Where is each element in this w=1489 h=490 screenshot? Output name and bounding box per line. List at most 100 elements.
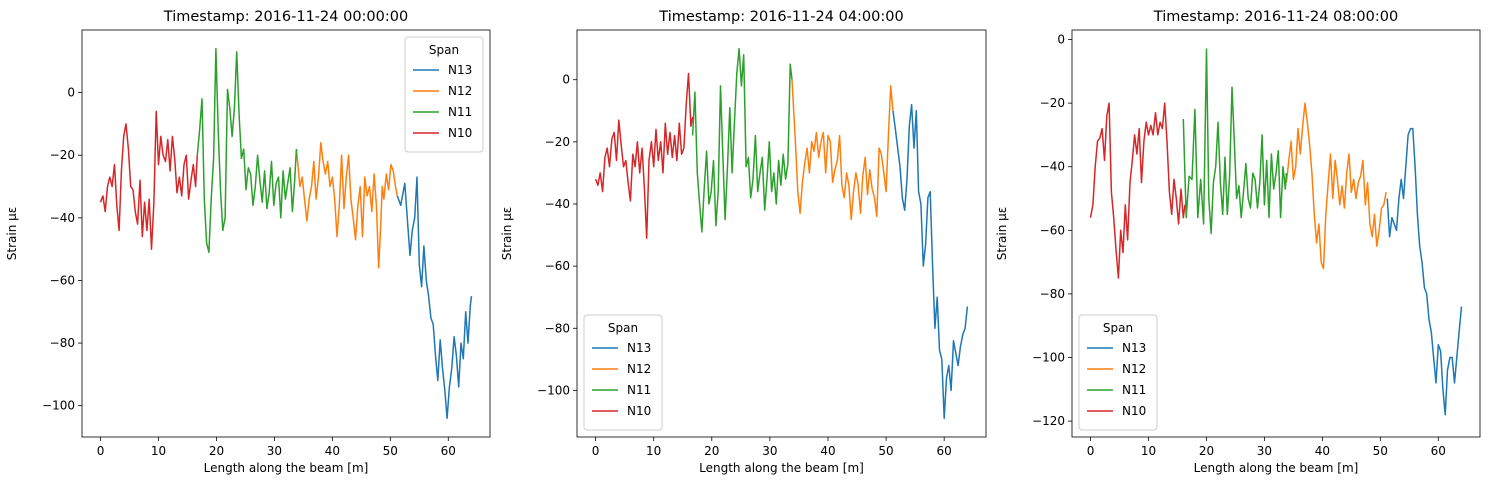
legend-item-n13: N13 [413, 63, 472, 77]
y-tick-label: 0 [1057, 33, 1065, 47]
y-tick-label: −40 [1040, 160, 1065, 174]
x-tick-label: 60 [937, 444, 952, 458]
y-tick-label: −20 [1040, 96, 1065, 110]
x-tick-label: 40 [325, 444, 340, 458]
y-tick-label: −40 [50, 211, 75, 225]
series-line-n12 [791, 79, 894, 221]
y-axis-label: Strain μɛ [500, 207, 514, 260]
x-tick-label: 20 [1199, 444, 1214, 458]
y-tick-label: −40 [545, 197, 570, 211]
y-tick-label: −20 [545, 135, 570, 149]
legend: Span N13 N12 N11 N10 [1078, 314, 1158, 431]
x-tick-label: 60 [441, 444, 456, 458]
legend-item-n11: N11 [592, 383, 651, 397]
x-axis-label: Length along the beam [m] [1194, 461, 1359, 475]
x-tick-label: 10 [646, 444, 661, 458]
x-tick-label: 30 [762, 444, 777, 458]
legend-box [404, 36, 484, 153]
x-tick-label: 30 [1257, 444, 1272, 458]
legend-box [583, 314, 663, 431]
legend-title: Span [1103, 321, 1133, 335]
axes-frame [81, 29, 491, 438]
series-line-n13 [892, 103, 969, 420]
subplot-1: 0 10 20 30 40 50 60 −100 −80 −60 −40 −20 0 Timestamp:… [5, 9, 491, 475]
x-tick-label: 20 [704, 444, 719, 458]
legend-label: N13 [1122, 341, 1146, 355]
x-tick-label: 0 [592, 444, 600, 458]
x-tick-label: 50 [878, 444, 893, 458]
subplot-2: 0 10 20 30 40 50 60 −100 −80 −60 −40 −20 0 Timestamp:… [500, 9, 987, 475]
legend-label: N11 [1122, 383, 1146, 397]
y-tick-label: −60 [1040, 223, 1065, 237]
y-tick-label: −20 [50, 148, 75, 162]
y-tick-label: −80 [1040, 287, 1065, 301]
legend-label: N12 [1122, 362, 1146, 376]
x-tick-label: 10 [1141, 444, 1156, 458]
legend-label: N10 [448, 126, 472, 140]
legend-label: N10 [627, 404, 651, 418]
y-tick-label: 0 [67, 86, 75, 100]
legend-label: N12 [448, 84, 472, 98]
series-line-n11 [691, 47, 793, 233]
subplot-3: 0 10 20 30 40 50 60 −120 −100 −80 −60 −40 −20 0 Timest… [995, 9, 1481, 475]
x-axis-label: Length along the beam [m] [204, 461, 369, 475]
legend-item-n12: N12 [592, 362, 651, 376]
legend-item-n13: N13 [1087, 341, 1146, 355]
legend-item-n11: N11 [1087, 383, 1146, 397]
legend-item-n10: N10 [413, 126, 472, 140]
series-line-n11 [196, 48, 298, 254]
legend-item-n10: N10 [1087, 404, 1146, 418]
series-line-n10 [1089, 102, 1186, 279]
series-line-n11 [1182, 48, 1288, 235]
series-group [594, 47, 969, 420]
y-axis-label: Strain μɛ [5, 207, 19, 260]
series-line-n10 [99, 110, 199, 250]
series-line-n10 [594, 72, 694, 239]
legend-label: N11 [448, 105, 472, 119]
legend-title: Span [608, 321, 638, 335]
legend-item-n12: N12 [1087, 362, 1146, 376]
axes-frame [576, 29, 987, 438]
x-tick-label: 40 [820, 444, 835, 458]
series-group [99, 48, 473, 419]
y-tick-label: −80 [50, 336, 75, 350]
x-tick-label: 30 [267, 444, 282, 458]
legend-item-n13: N13 [592, 341, 651, 355]
y-tick-label: −100 [42, 399, 75, 413]
y-tick-label: 0 [562, 73, 570, 87]
series-group [1089, 48, 1463, 416]
legend-item-n10: N10 [592, 404, 651, 418]
legend-box [1078, 314, 1158, 431]
x-tick-label: 20 [209, 444, 224, 458]
legend-label: N11 [627, 383, 651, 397]
y-tick-label: −60 [50, 273, 75, 287]
legend: Span N13 N12 N11 N10 [404, 36, 484, 153]
chart-title: Timestamp: 2016-11-24 00:00:00 [163, 9, 408, 25]
series-line-n13 [396, 176, 473, 419]
y-tick-label: −100 [1032, 351, 1065, 365]
legend-item-n12: N12 [413, 84, 472, 98]
chart-title: Timestamp: 2016-11-24 04:00:00 [658, 9, 903, 25]
legend-label: N12 [627, 362, 651, 376]
y-tick-label: −80 [545, 321, 570, 335]
x-tick-label: 50 [383, 444, 398, 458]
series-line-n12 [295, 141, 399, 269]
legend-label: N10 [1122, 404, 1146, 418]
x-tick-label: 60 [1431, 444, 1446, 458]
legend-label: N13 [448, 63, 472, 77]
legend-label: N13 [627, 341, 651, 355]
x-tick-label: 50 [1373, 444, 1388, 458]
series-line-n13 [1386, 127, 1463, 416]
legend-item-n11: N11 [413, 105, 472, 119]
x-tick-label: 40 [1315, 444, 1330, 458]
y-axis-label: Strain μɛ [995, 207, 1009, 260]
y-tick-label: −120 [1032, 414, 1065, 428]
x-tick-label: 0 [97, 444, 105, 458]
chart-title: Timestamp: 2016-11-24 08:00:00 [1153, 9, 1398, 25]
x-tick-label: 10 [151, 444, 166, 458]
legend: Span N13 N12 N11 N10 [583, 314, 663, 431]
axes-frame [1071, 29, 1481, 438]
y-tick-label: −100 [537, 383, 570, 397]
legend-title: Span [429, 43, 459, 57]
